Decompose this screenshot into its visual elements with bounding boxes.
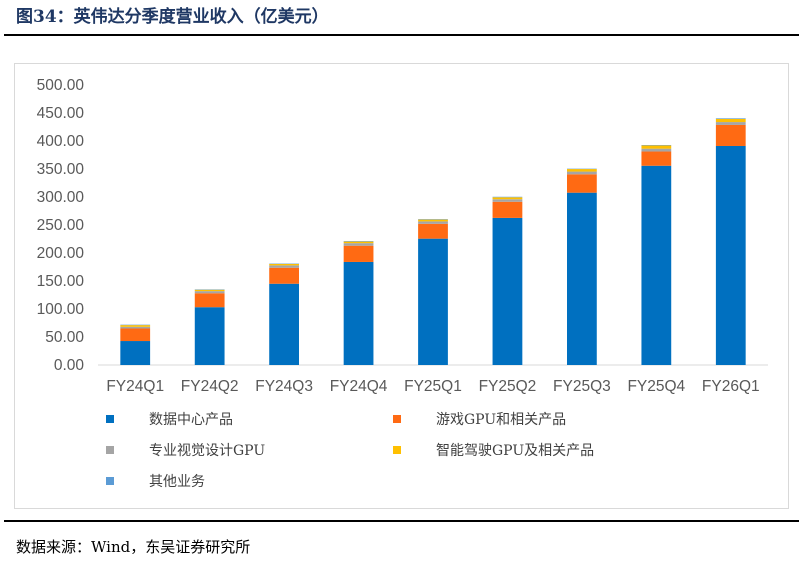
x-tick-label: FY25Q3 <box>553 378 611 395</box>
y-tick-label: 50.00 <box>45 329 84 346</box>
y-tick-label: 200.00 <box>37 245 85 262</box>
x-tick-label: FY24Q1 <box>106 378 164 395</box>
bar-segment-fy25q2-series-3 <box>492 199 523 202</box>
bar-segment-fy25q1-series-1 <box>418 238 448 365</box>
x-tick-label: FY25Q4 <box>627 378 685 395</box>
bar-segment-fy25q4-series-3 <box>641 148 672 152</box>
bar-segment-fy24q1-series-3 <box>120 326 151 329</box>
bar-segment-fy24q1-series-1 <box>120 341 151 365</box>
y-tick-label: 300.00 <box>37 189 85 206</box>
bar-segment-fy25q1-series-3 <box>418 221 448 224</box>
bottom-rule <box>4 520 799 522</box>
legend-swatch-2 <box>393 415 401 423</box>
y-tick-label: 250.00 <box>37 217 85 234</box>
x-tick-label: FY24Q4 <box>330 378 388 395</box>
top-rule <box>4 34 799 36</box>
bar-segment-fy24q4-series-4 <box>343 241 374 244</box>
source-note: 数据来源：Wind，东吴证券研究所 <box>16 538 251 556</box>
y-tick-label: 450.00 <box>37 105 85 122</box>
y-tick-label: 500.00 <box>37 77 85 94</box>
bar-segment-fy24q3-series-1 <box>269 283 299 365</box>
y-tick-label: 100.00 <box>37 301 85 318</box>
bar-segment-fy25q4-series-2 <box>641 151 672 166</box>
legend-swatch-5 <box>106 477 114 485</box>
bar-segment-fy26q1-series-1 <box>715 145 746 365</box>
bar-segment-fy24q1-series-4 <box>120 325 151 327</box>
y-tick-label: 400.00 <box>37 133 85 150</box>
chart-frame: 0.00 50.00 100.00 150.00 200.00 250.00 300.00 3… <box>14 63 789 509</box>
legend-label-2: 游戏GPU和相关产品 <box>436 412 566 428</box>
bar-segment-fy24q2-series-4 <box>194 289 225 292</box>
bar-segment-fy25q3-series-1 <box>567 192 597 365</box>
bar-segment-fy24q4-series-3 <box>343 243 374 246</box>
bar-segment-fy26q1-series-4 <box>715 118 746 123</box>
bar-segment-fy25q3-series-4 <box>567 169 597 172</box>
bar-segment-fy24q1-series-2 <box>120 328 151 342</box>
bar-segment-fy24q2-series-3 <box>194 291 225 294</box>
bar-segment-fy25q2-series-5 <box>492 196 523 198</box>
bar-segment-fy26q1-series-3 <box>715 122 746 125</box>
bar-segment-fy26q1-series-5 <box>715 118 746 119</box>
bar-segment-fy24q2-series-2 <box>194 293 225 308</box>
y-tick-label: 350.00 <box>37 161 85 178</box>
bar-segment-fy25q3-series-2 <box>567 174 597 193</box>
bar-segment-fy25q2-series-2 <box>492 201 523 218</box>
x-tick-label: FY24Q2 <box>181 378 239 395</box>
bar-segment-fy24q4-series-5 <box>343 241 374 242</box>
legend-label-1: 数据中心产品 <box>149 412 233 428</box>
legend-swatch-1 <box>106 415 114 423</box>
bar-segment-fy24q3-series-3 <box>269 265 299 268</box>
legend-swatch-4 <box>393 446 401 454</box>
bar-segment-fy25q4-series-1 <box>641 165 672 365</box>
x-tick-label: FY24Q3 <box>255 378 313 395</box>
bar-segment-fy25q1-series-4 <box>418 219 448 222</box>
legend-label-4: 智能驾驶GPU及相关产品 <box>436 443 594 459</box>
chart-canvas: 0.00 50.00 100.00 150.00 200.00 250.00 300.00 3… <box>37 77 768 490</box>
bar-segment-fy24q3-series-4 <box>269 263 299 266</box>
bar-segment-fy25q2-series-4 <box>492 197 523 200</box>
bar-segment-fy25q2-series-1 <box>492 217 523 365</box>
y-tick-label: 150.00 <box>37 273 85 290</box>
bar-segment-fy25q4-series-4 <box>641 145 672 149</box>
figure-title: 图34：英伟达分季度营业收入（亿美元） <box>16 7 329 27</box>
bar-segment-fy24q3-series-2 <box>269 267 299 284</box>
bar-segment-fy24q2-series-1 <box>194 307 225 365</box>
legend-label-3: 专业视觉设计GPU <box>149 443 265 459</box>
x-tick-label: FY26Q1 <box>702 378 760 395</box>
bar-segment-fy25q1-series-2 <box>418 223 448 239</box>
bar-segment-fy25q3-series-3 <box>567 171 597 175</box>
legend-label-5: 其他业务 <box>149 474 205 490</box>
y-tick-label: 0.00 <box>54 357 85 374</box>
bar-segment-fy24q4-series-2 <box>343 245 374 262</box>
bar-segment-fy24q4-series-1 <box>343 261 374 365</box>
x-tick-label: FY25Q2 <box>479 378 537 395</box>
x-tick-label: FY25Q1 <box>404 378 462 395</box>
bar-segment-fy26q1-series-2 <box>715 124 746 146</box>
legend-swatch-3 <box>106 446 114 454</box>
